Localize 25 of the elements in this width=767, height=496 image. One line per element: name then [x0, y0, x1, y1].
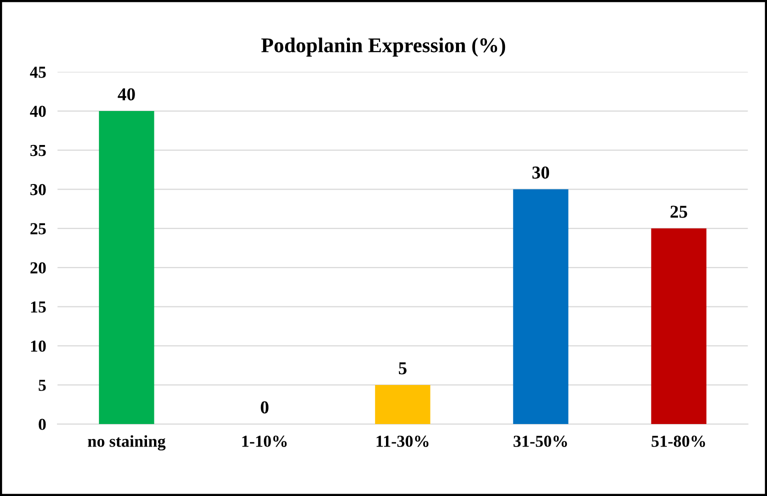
y-tick-label: 25 — [30, 223, 46, 234]
y-tick-label: 10 — [31, 340, 46, 352]
y-tick-label: 0 — [38, 418, 46, 430]
y-tick-label: 35 — [30, 144, 46, 156]
y-tick-label: 5 — [38, 380, 46, 391]
x-tick-label: no staining — [88, 435, 166, 450]
y-tick-label: 45 — [30, 66, 46, 78]
chart-title: Podoplanin Expression (%) — [261, 38, 506, 57]
y-tick-label: 30 — [30, 184, 46, 196]
y-tick-label: 15 — [31, 301, 46, 313]
bar — [98, 111, 154, 424]
data-label: 5 — [398, 362, 407, 374]
x-tick-label: 31-50% — [514, 436, 567, 447]
x-tick-label: 11-30% — [376, 436, 428, 447]
bar — [651, 228, 706, 424]
y-tick-label: 20 — [30, 262, 46, 274]
bar — [375, 384, 430, 424]
x-tick-label: 51-80% — [652, 436, 706, 447]
bar — [513, 189, 568, 424]
data-label: 0 — [260, 401, 268, 414]
data-label: 30 — [532, 166, 550, 179]
x-tick-label: 1-10% — [242, 436, 287, 447]
data-label: 25 — [670, 206, 688, 218]
y-tick-label: 40 — [30, 106, 46, 117]
data-label: 40 — [118, 88, 135, 100]
